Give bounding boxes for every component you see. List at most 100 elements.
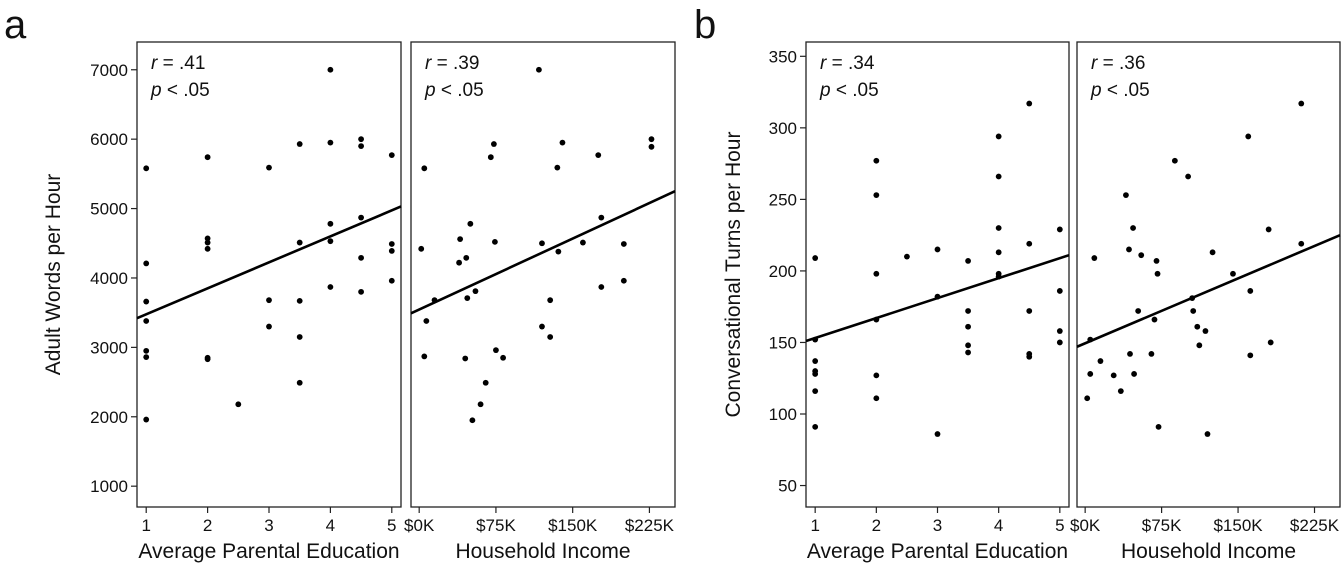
data-point: [358, 288, 364, 295]
x-axis-title: Household Income: [1121, 540, 1296, 563]
data-point: [559, 139, 566, 146]
data-point: [965, 342, 971, 349]
data-point: [143, 260, 150, 267]
p-symbol: p: [1090, 80, 1102, 101]
data-point: [327, 238, 334, 245]
data-point: [327, 284, 334, 290]
data-point: [358, 143, 364, 150]
data-point: [358, 254, 364, 261]
p-symbol: p: [150, 80, 162, 101]
p-value: p < .05: [819, 80, 879, 101]
data-point: [1185, 173, 1192, 180]
x-tick-label: 2: [203, 516, 212, 535]
data-point: [1056, 339, 1063, 346]
y-tick-label: 7000: [90, 61, 128, 80]
r-value: r = .34: [820, 53, 875, 74]
data-point: [1194, 323, 1201, 330]
p-value: p < .05: [150, 80, 210, 101]
data-point: [296, 141, 303, 147]
data-point: [965, 323, 971, 330]
data-point: [1298, 240, 1305, 247]
p-number: < .05: [1102, 80, 1150, 101]
data-point: [1026, 353, 1033, 360]
data-point: [1247, 352, 1254, 359]
data-point: [995, 249, 1002, 256]
y-tick-label: 4000: [90, 269, 128, 288]
data-point: [1056, 328, 1063, 334]
data-point: [812, 358, 819, 364]
x-tick-label: 1: [141, 516, 150, 535]
y-tick-label: 3000: [90, 338, 128, 357]
data-point: [493, 347, 499, 354]
plot-frame: [1076, 41, 1341, 508]
data-point: [462, 355, 469, 362]
x-axis-title: Household Income: [455, 540, 630, 563]
data-point: [482, 379, 489, 386]
y-tick-label: 250: [769, 190, 797, 209]
x-tick-label: 5: [387, 516, 396, 535]
x-tick-label: 5: [1055, 516, 1064, 535]
r-number: = .41: [157, 53, 205, 74]
data-point: [457, 236, 464, 243]
x-tick-label: 4: [994, 516, 1003, 535]
data-point: [1130, 225, 1136, 231]
subplot-a-income: $0K $75K $150K $225K Household Income r = .39…: [404, 41, 676, 563]
y-tick-label: 6000: [90, 130, 128, 149]
plot-frame: [410, 41, 676, 508]
data-point: [1247, 288, 1254, 294]
data-point: [235, 401, 242, 408]
x-tick-label: 2: [872, 516, 881, 535]
regression-line: [410, 190, 676, 315]
data-point: [1171, 157, 1178, 164]
data-point: [469, 417, 476, 424]
data-point: [539, 240, 545, 247]
data-point: [1155, 423, 1162, 430]
r-symbol: r: [820, 53, 827, 74]
data-point: [595, 152, 602, 159]
data-point: [1123, 192, 1129, 198]
data-point: [204, 356, 211, 363]
data-point: [204, 239, 211, 246]
data-point: [296, 239, 303, 246]
y-tick-label: 300: [769, 119, 797, 138]
panel-letter-a: a: [4, 3, 27, 47]
r-number: = .39: [431, 53, 479, 74]
data-point: [421, 165, 428, 172]
data-point: [873, 192, 880, 198]
data-point: [1138, 252, 1145, 259]
data-point: [204, 235, 211, 242]
data-point: [995, 173, 1002, 180]
data-point: [204, 154, 211, 161]
data-point: [472, 288, 479, 295]
data-point: [143, 347, 150, 354]
data-point: [143, 298, 150, 305]
data-point: [539, 323, 545, 330]
regression-line: [805, 253, 1070, 343]
data-point: [1091, 255, 1098, 261]
data-point: [1267, 339, 1274, 346]
chart-root: a Adult Words per Hour b Conversational Tur…: [4, 3, 1341, 563]
x-tick-label: 3: [933, 516, 942, 535]
data-point: [536, 66, 542, 73]
x-tick-label: $225K: [625, 516, 675, 535]
data-point: [1154, 270, 1161, 277]
x-tick-label: $150K: [548, 516, 598, 535]
data-point: [327, 220, 334, 227]
data-point: [1056, 226, 1063, 233]
data-point: [1117, 388, 1124, 395]
p-value: p < .05: [1090, 80, 1150, 101]
x-tick-label: $75K: [476, 516, 516, 535]
data-point: [873, 395, 880, 402]
data-point: [1110, 372, 1117, 379]
data-point: [873, 270, 880, 277]
y-tick-label: 50: [778, 477, 797, 496]
data-point: [1245, 133, 1252, 140]
y-tick-label: 350: [769, 47, 797, 66]
data-point: [873, 372, 880, 379]
x-tick-label: $0K: [404, 516, 435, 535]
subplot-a-education: 1000 2000 3000 4000 5000 6000 7000 1 2 3 4 5 Average…: [90, 41, 402, 563]
y-axis-title-a: Adult Words per Hour: [42, 174, 65, 376]
plot-frame: [136, 41, 402, 508]
data-point: [965, 349, 971, 356]
data-point: [648, 143, 655, 150]
